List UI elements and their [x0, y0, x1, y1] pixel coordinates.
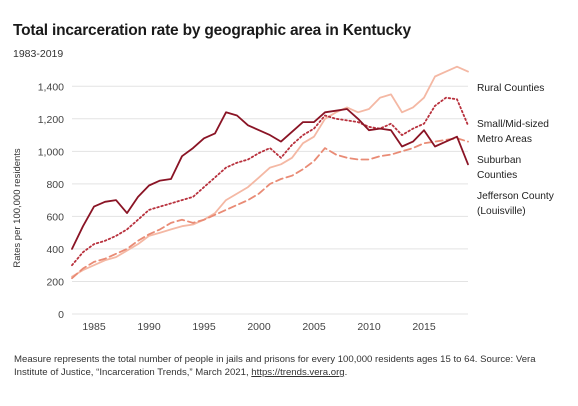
y-tick-label: 1,200: [38, 114, 64, 126]
y-tick-label: 400: [46, 244, 64, 256]
source-link[interactable]: https://trends.vera.org: [251, 367, 345, 378]
series-label: Rural Counties: [477, 83, 544, 94]
series-line: [71, 108, 469, 250]
series-label: Small/Mid-sized Metro Areas: [477, 119, 549, 145]
series-line: [71, 96, 469, 267]
chart-subtitle: 1983-2019: [13, 48, 64, 60]
y-axis-ticks: 0 200 400 600 800 1,000 1,200 1,400: [38, 81, 64, 321]
series-label: Suburban Counties: [477, 155, 521, 181]
y-tick-label: 200: [46, 276, 64, 288]
series-line: [71, 137, 469, 280]
series-line: [71, 65, 469, 278]
series-label: Jefferson County (Louisville): [477, 191, 555, 217]
line-chart: 0 200 400 600 800 1,000 1,200 1,400 1985 1990 199…: [12, 65, 555, 333]
x-tick-label: 2000: [247, 321, 271, 333]
x-tick-label: 2005: [302, 321, 326, 333]
gridlines: [72, 85, 468, 315]
y-tick-label: 1,400: [38, 81, 64, 93]
footnote: Measure represents the total number of p…: [14, 353, 569, 379]
x-axis-ticks: 1985 1990 1995 2000 2005 2010 2015: [82, 321, 436, 333]
x-tick-label: 2015: [412, 321, 436, 333]
x-tick-label: 1990: [137, 321, 161, 333]
x-tick-label: 1995: [192, 321, 216, 333]
y-tick-label: 0: [58, 309, 64, 321]
y-axis-label: Rates per 100,000 residents: [12, 148, 23, 268]
y-tick-label: 1,000: [38, 146, 64, 158]
x-tick-label: 2010: [357, 321, 381, 333]
footnote-end: .: [344, 367, 348, 378]
series-lines: [71, 65, 469, 280]
series-labels: Rural Counties Small/Mid-sized Metro Areas…: [477, 83, 555, 217]
x-tick-label: 1985: [82, 321, 106, 333]
chart-title: Total incarceration rate by geographic a…: [13, 22, 411, 39]
y-tick-label: 600: [46, 211, 64, 223]
y-tick-label: 800: [46, 179, 64, 191]
footnote-text: Measure represents the total number of p…: [14, 354, 536, 378]
